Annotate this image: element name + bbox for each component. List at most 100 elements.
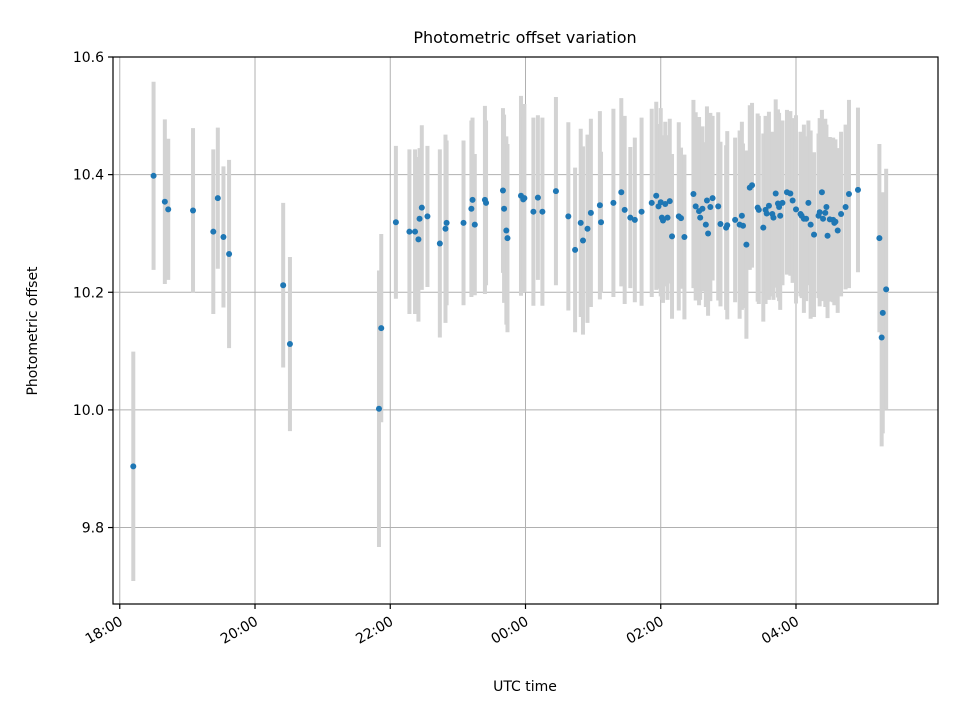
data-point [572, 246, 579, 253]
data-point [776, 203, 783, 210]
data-point [770, 214, 777, 221]
data-point [724, 222, 731, 229]
data-point [471, 221, 478, 228]
data-point [822, 209, 829, 216]
data-point [530, 208, 537, 215]
data-point [717, 221, 724, 228]
data-point [416, 215, 423, 222]
data-point [715, 203, 722, 210]
data-point [579, 237, 586, 244]
data-point [709, 195, 716, 202]
data-point [832, 218, 839, 225]
data-point [596, 202, 603, 209]
y-tick-label: 10.4 [73, 168, 104, 184]
data-point [803, 215, 810, 222]
data-point [732, 216, 739, 223]
data-point [816, 209, 823, 216]
data-point [418, 204, 425, 211]
chart-title: Photometric offset variation [413, 28, 636, 47]
data-point [130, 463, 137, 470]
data-point [765, 202, 772, 209]
data-point [501, 205, 508, 212]
data-point [699, 205, 706, 212]
data-point [743, 241, 750, 248]
data-point [375, 405, 382, 412]
data-point [760, 224, 767, 231]
data-point [703, 197, 710, 204]
data-point [842, 203, 849, 210]
data-point [415, 236, 422, 243]
data-point [210, 228, 217, 235]
data-point [577, 219, 584, 226]
data-point [779, 199, 786, 206]
data-point [818, 189, 825, 196]
data-point [678, 215, 685, 222]
data-point [412, 228, 419, 235]
data-point [738, 212, 745, 219]
data-point [697, 214, 704, 221]
data-point [669, 233, 676, 240]
data-point [878, 334, 885, 341]
data-point [442, 225, 449, 232]
data-point [150, 172, 157, 179]
data-point [845, 191, 852, 198]
data-point [789, 197, 796, 204]
y-tick-label: 9.8 [82, 521, 104, 537]
data-point [534, 194, 541, 201]
data-point [763, 210, 770, 217]
data-point [587, 209, 594, 216]
data-point [740, 222, 747, 229]
data-point [503, 227, 510, 234]
y-axis-label: Photometric offset [25, 266, 41, 396]
data-point [660, 217, 666, 224]
data-point [392, 219, 399, 226]
data-point [618, 189, 625, 196]
data-point [226, 251, 233, 258]
data-point [838, 211, 845, 218]
data-point [811, 231, 818, 238]
data-point [820, 215, 827, 222]
y-tick-label: 10.0 [73, 403, 104, 419]
data-point [468, 205, 475, 212]
data-point [539, 208, 546, 215]
data-point [638, 208, 645, 215]
data-point [598, 219, 605, 226]
data-point [214, 195, 221, 202]
data-point [823, 203, 830, 210]
data-point [664, 214, 671, 221]
data-point [436, 240, 443, 247]
data-point [805, 199, 812, 206]
data-point [499, 187, 506, 194]
data-point [749, 182, 756, 189]
data-point [220, 233, 227, 240]
data-point [443, 219, 450, 226]
data-point [161, 198, 168, 205]
data-point [406, 228, 413, 235]
data-point [460, 219, 467, 226]
y-tick-label: 10.6 [73, 50, 104, 66]
data-point [565, 213, 572, 220]
data-point [692, 203, 699, 210]
data-point [621, 206, 628, 213]
data-point [280, 282, 287, 289]
data-point [483, 199, 490, 206]
data-point [883, 286, 890, 293]
data-point [879, 309, 886, 316]
data-point [286, 341, 293, 348]
data-point [876, 235, 883, 242]
data-point [834, 227, 841, 234]
data-point [777, 212, 784, 219]
data-point [755, 206, 762, 213]
data-point [190, 207, 197, 214]
data-point [787, 190, 794, 197]
data-point [165, 206, 172, 213]
data-point [504, 235, 511, 242]
data-point [627, 214, 634, 221]
data-point [378, 325, 385, 332]
data-point [702, 221, 709, 228]
data-point [631, 216, 638, 223]
data-point [681, 233, 688, 240]
data-point [705, 230, 712, 237]
